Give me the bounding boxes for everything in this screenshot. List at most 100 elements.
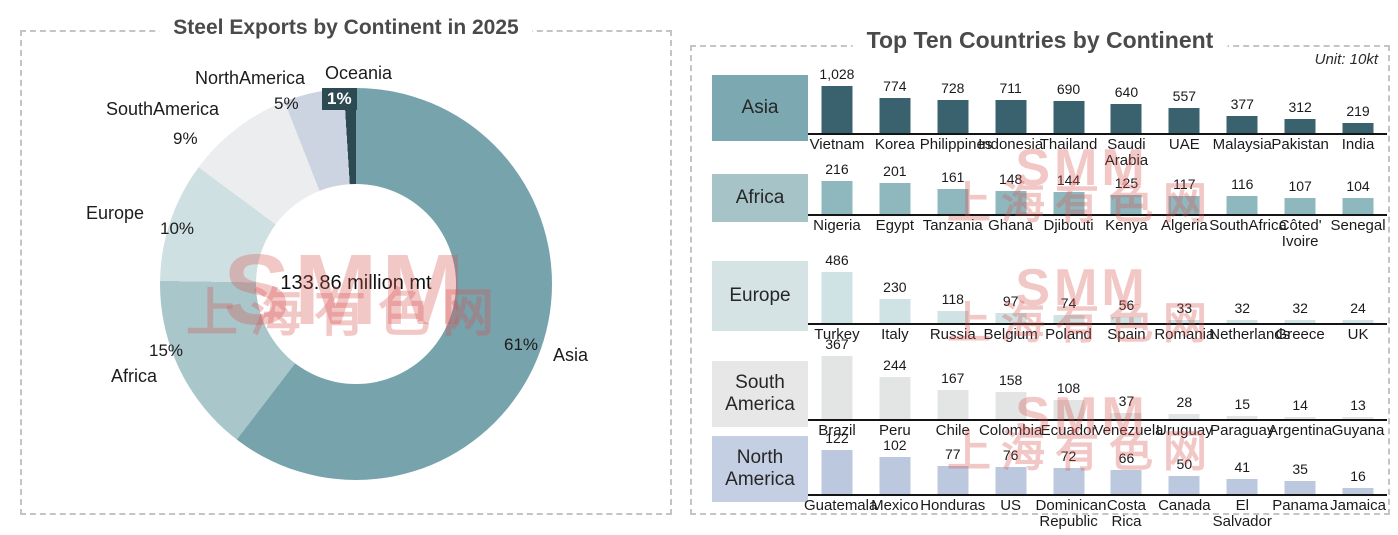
bar-country-label: Ghana [982, 217, 1040, 234]
bar-value-label: 76 [1002, 447, 1019, 463]
bar-country-label: Paraguay [1210, 422, 1274, 439]
country-name: Tanzania [922, 217, 983, 234]
bar-value-label: 33 [1176, 300, 1193, 316]
bar [995, 467, 1027, 494]
bar-column: 24 UK [1329, 47, 1387, 513]
bar-country-label: Peru [866, 422, 924, 439]
donut-chart: 133.86 million mt [160, 88, 552, 480]
bar-country-label: Guyana [1329, 422, 1387, 439]
bar-value-label: 367 [825, 336, 849, 352]
bar [1110, 104, 1142, 133]
country-name: Ghana [988, 217, 1034, 234]
bar [1226, 416, 1258, 419]
bar-value-label: 108 [1056, 380, 1081, 396]
bar [1284, 481, 1316, 494]
bar-column: 66 Costa Rica [1098, 47, 1156, 530]
bar-country-label: Turkey [808, 326, 866, 343]
bar [879, 183, 911, 214]
country-name: Jamaica [1330, 497, 1386, 514]
pie-segment-label: Europe [86, 203, 145, 223]
country-name: India [1341, 136, 1375, 153]
bar-country-label: Mexico [866, 497, 924, 514]
bar-country-label: Algeria [1155, 217, 1213, 234]
bar-value-label: 557 [1172, 88, 1197, 104]
bar-column: 107 Côted' Ivoire [1271, 47, 1329, 513]
bar-column: 118 Russia [924, 47, 982, 513]
bar-column: 102 Mexico [866, 47, 924, 514]
bar [879, 377, 911, 419]
country-name: Romania [1154, 326, 1215, 343]
bar [995, 191, 1027, 214]
bar-column: 1,028 Vietnam [808, 47, 866, 513]
country-name: Thailand [1039, 136, 1098, 153]
bar-column: 28 Uruguay [1155, 47, 1213, 513]
bar [995, 100, 1027, 133]
row-baseline [808, 214, 1387, 216]
bar-column: 104 Senegal [1329, 47, 1387, 513]
bar [1342, 417, 1374, 419]
bar-chart-title: Top Ten Countries by Continent [852, 27, 1228, 54]
bar-value-label: 774 [883, 78, 907, 94]
bar-country-label: Belgium [982, 326, 1040, 343]
row-baseline [808, 419, 1387, 421]
bar-column: 117 Algeria [1155, 47, 1213, 513]
bar-column: 230 Italy [866, 47, 924, 513]
bar-country-label: Jamaica [1329, 497, 1387, 514]
bar-column: 144 Djibouti [1040, 47, 1098, 513]
bar [1168, 320, 1200, 323]
bar [1053, 400, 1085, 419]
country-name: Costa Rica [1106, 497, 1147, 531]
bar-value-label: 125 [1114, 175, 1139, 191]
bar-column: 77 Honduras [920, 47, 985, 514]
bar-column: 56 Spain [1098, 47, 1156, 513]
bar-value-label: 104 [1346, 178, 1370, 194]
country-name: Canada [1158, 497, 1211, 514]
bar-column: 125 Kenya [1098, 47, 1156, 513]
bar [1110, 470, 1142, 494]
bar-country-label: Philippines [920, 136, 993, 153]
country-name: Mexico [871, 497, 919, 514]
bar-country-label: Brazil [808, 422, 866, 439]
bar-chart-panel: Top Ten Countries by Continent Unit: 10k… [690, 27, 1390, 530]
bar-value-label: 161 [941, 169, 965, 185]
country-name: Philippines [919, 136, 993, 153]
pie-segment-label: Africa [111, 366, 158, 386]
country-name: Korea [874, 136, 915, 153]
bar [937, 311, 969, 323]
bar-column: 367 Brazil [808, 47, 866, 513]
bar [1053, 315, 1085, 323]
bar [937, 466, 969, 494]
bar-country-label: Uruguay [1155, 422, 1213, 439]
bar-country-label: Poland [1040, 326, 1098, 343]
bar-value-label: 97 [1002, 293, 1019, 309]
donut-hole [256, 184, 456, 384]
country-name: Peru [878, 422, 911, 439]
bar-value-label: 66 [1118, 450, 1135, 466]
continent-box: Europe [712, 261, 808, 331]
bar-country-label: Argentina [1268, 422, 1333, 439]
pie-segment-pct: 10% [160, 219, 195, 238]
bar [1284, 119, 1316, 133]
bar-country-label: India [1329, 136, 1387, 153]
bar [1053, 101, 1085, 133]
bar-country-label: Greece [1271, 326, 1329, 343]
country-name: Argentina [1268, 422, 1333, 439]
country-name: Colombia [978, 422, 1043, 439]
bar-column: 72 Dominican Republic [1036, 47, 1107, 530]
pie-segment-label: Oceania [325, 63, 393, 83]
bar [937, 390, 969, 419]
bar-value-label: 219 [1346, 103, 1370, 119]
country-name: UAE [1168, 136, 1200, 153]
bar-column: 108 Ecuador [1040, 47, 1098, 513]
bar-column: 728 Philippines [920, 47, 993, 513]
bar [1110, 413, 1142, 419]
bar-column: 161 Tanzania [922, 47, 983, 513]
bar [1168, 196, 1200, 214]
bar-country-label: Djibouti [1040, 217, 1098, 234]
bar [1226, 479, 1258, 494]
country-name: Djibouti [1043, 217, 1094, 234]
bar [937, 189, 969, 214]
country-name: Côted' Ivoire [1278, 217, 1322, 251]
bar-value-label: 28 [1176, 394, 1193, 410]
